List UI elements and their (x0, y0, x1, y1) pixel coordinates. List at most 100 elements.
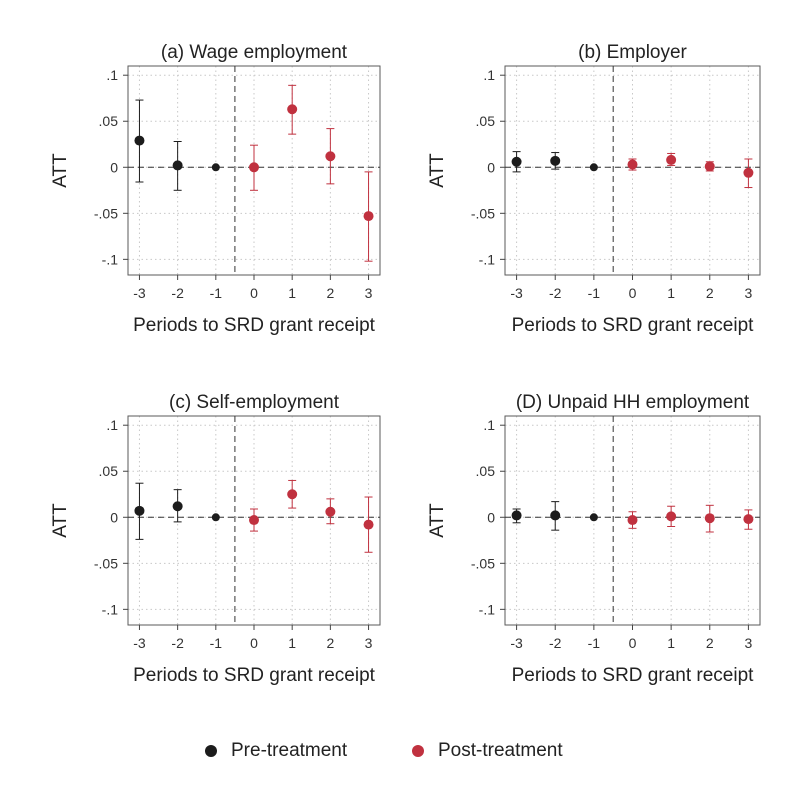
y-tick-label: -.1 (479, 251, 496, 267)
x-tick-label: 2 (326, 285, 334, 301)
x-tick-label: 2 (706, 635, 714, 651)
data-point (363, 519, 374, 530)
y-tick-label: .05 (476, 113, 496, 129)
x-tick-label: -1 (210, 285, 223, 301)
panel-title: (c) Self-employment (169, 392, 340, 413)
data-point (743, 514, 754, 525)
x-tick-label: 1 (667, 635, 675, 651)
panel-1: -3 -2 -1 0 1 2 3 .1 .05 0 -.05 -.1 (a) Wage employme… (50, 42, 381, 336)
x-tick-label: -3 (510, 635, 523, 651)
x-tick-label: 3 (745, 285, 753, 301)
y-axis-label: ATT (50, 503, 71, 538)
data-point (211, 513, 220, 522)
x-tick-label: 2 (706, 285, 714, 301)
y-axis-label: ATT (427, 153, 448, 188)
x-tick-label: -2 (549, 635, 562, 651)
pre-treatment-marker-icon (205, 745, 217, 757)
data-point (589, 513, 598, 522)
data-point (287, 489, 298, 500)
y-tick-label: -.05 (471, 555, 495, 571)
data-point (363, 211, 374, 222)
data-point (211, 163, 220, 172)
x-tick-label: 3 (365, 635, 373, 651)
x-tick-label: -3 (510, 285, 523, 301)
data-point (704, 161, 715, 172)
panel-title: (b) Employer (578, 42, 687, 63)
data-point (172, 501, 183, 512)
data-point (134, 505, 145, 516)
x-tick-label: -1 (210, 635, 223, 651)
y-tick-label: .1 (106, 67, 118, 83)
post-treatment-marker-icon (412, 745, 424, 757)
x-tick-label: 1 (288, 285, 296, 301)
y-tick-label: -.05 (94, 205, 118, 221)
y-tick-label: -.1 (479, 601, 496, 617)
y-tick-label: .1 (106, 417, 118, 433)
x-tick-label: 1 (667, 285, 675, 301)
y-tick-label: .1 (483, 67, 495, 83)
legend: Pre-treatment Post-treatment (0, 735, 800, 767)
x-tick-label: -2 (171, 635, 184, 651)
x-tick-label: -3 (133, 635, 146, 651)
x-tick-label: -1 (588, 635, 601, 651)
y-tick-label: -.1 (102, 601, 119, 617)
y-tick-label: 0 (487, 159, 495, 175)
data-point (589, 163, 598, 172)
y-tick-label: 0 (110, 159, 118, 175)
y-tick-label: .05 (476, 463, 496, 479)
legend-item-pre: Pre-treatment (205, 735, 347, 767)
x-axis-label: Periods to SRD grant receipt (133, 665, 376, 686)
y-axis-label: ATT (427, 503, 448, 538)
panel-2: -3 -2 -1 0 1 2 3 .1 .05 0 -.05 -.1 (b) Employer Perio… (427, 42, 761, 336)
data-point (627, 159, 638, 170)
data-point (325, 151, 336, 162)
data-point (249, 162, 259, 173)
y-tick-label: .05 (99, 113, 119, 129)
y-tick-label: -.1 (102, 251, 119, 267)
y-tick-label: 0 (487, 509, 495, 525)
data-point (172, 160, 183, 171)
x-tick-label: 0 (629, 285, 637, 301)
y-tick-label: .05 (99, 463, 119, 479)
data-point (249, 515, 259, 526)
y-tick-label: -.05 (471, 205, 495, 221)
x-tick-label: 1 (288, 635, 296, 651)
x-tick-label: 3 (745, 635, 753, 651)
data-point (704, 513, 715, 524)
x-axis-label: Periods to SRD grant receipt (512, 665, 755, 686)
data-point (550, 155, 561, 166)
data-point (325, 506, 336, 517)
y-axis-label: ATT (50, 153, 71, 188)
data-point (511, 156, 522, 167)
data-point (287, 104, 298, 115)
data-point (550, 510, 561, 521)
x-tick-label: -3 (133, 285, 146, 301)
x-tick-label: 0 (250, 635, 258, 651)
data-point (666, 511, 677, 522)
legend-label-post: Post-treatment (438, 740, 563, 761)
panel-3: -3 -2 -1 0 1 2 3 .1 .05 0 -.05 -.1 (c) Self-employme… (50, 392, 381, 686)
x-tick-label: -2 (549, 285, 562, 301)
x-tick-label: 0 (629, 635, 637, 651)
y-tick-label: -.05 (94, 555, 118, 571)
panel-title: (D) Unpaid HH employment (516, 392, 750, 413)
x-axis-label: Periods to SRD grant receipt (133, 315, 376, 336)
x-tick-label: 0 (250, 285, 258, 301)
panel-title: (a) Wage employment (161, 42, 348, 63)
x-tick-label: -1 (588, 285, 601, 301)
data-point (743, 167, 754, 178)
data-point (666, 154, 677, 165)
y-tick-label: .1 (483, 417, 495, 433)
x-tick-label: -2 (171, 285, 184, 301)
y-tick-label: 0 (110, 509, 118, 525)
panel-4: -3 -2 -1 0 1 2 3 .1 .05 0 -.05 -.1 (D) Unpaid HH emp… (427, 392, 761, 686)
data-point (134, 135, 145, 146)
legend-label-pre: Pre-treatment (231, 740, 348, 761)
legend-item-post: Post-treatment (412, 735, 563, 767)
data-point (511, 510, 522, 521)
data-point (627, 515, 638, 526)
x-axis-label: Periods to SRD grant receipt (512, 315, 755, 336)
x-tick-label: 2 (326, 635, 334, 651)
x-tick-label: 3 (365, 285, 373, 301)
